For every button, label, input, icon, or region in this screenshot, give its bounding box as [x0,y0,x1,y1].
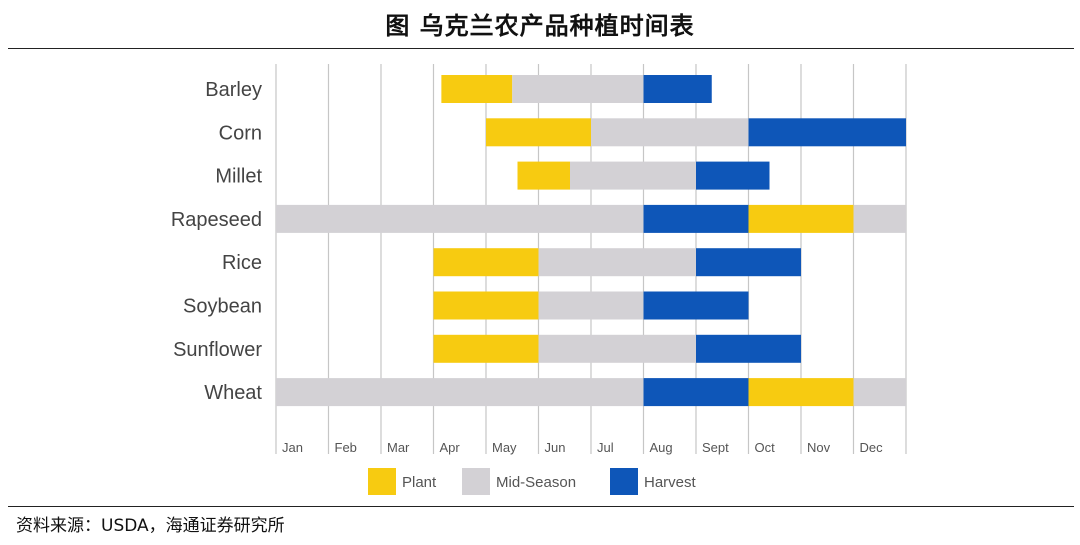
bar-barley-midseason [512,75,644,103]
category-label: Wheat [204,382,262,404]
legend-label: Mid-Season [496,474,576,491]
category-label: Millet [215,166,262,188]
bar-soybean-midseason [538,291,644,320]
bar-corn-midseason [591,118,749,147]
bar-rice-plant [433,248,539,277]
month-tick-label: Jul [597,440,614,455]
bar-millet-harvest [696,161,770,190]
bar-rapeseed-midseason [276,204,644,233]
month-tick-label: Oct [755,440,776,455]
month-tick-label: Apr [440,440,461,455]
bar-corn-plant [486,118,591,147]
category-label: Rice [222,252,262,274]
bar-rapeseed-midseason [853,204,906,233]
category-label: Barley [205,79,262,101]
bar-sunflower-harvest [696,334,801,363]
month-tick-label: Mar [387,440,410,455]
legend-label: Harvest [644,474,697,491]
bar-sunflower-midseason [538,334,696,363]
legend-label: Plant [402,474,437,491]
bar-rice-midseason [538,248,696,277]
month-tick-label: Sept [702,440,729,455]
source-rule [8,506,1074,507]
bar-millet-plant [517,161,570,190]
bar-rice-harvest [696,248,801,277]
bar-soybean-plant [433,291,539,320]
month-tick-label: Jun [545,440,566,455]
month-tick-label: Aug [650,440,673,455]
month-tick-label: Feb [335,440,357,455]
source-note: 资料来源：USDA，海通证券研究所 [16,516,285,536]
legend-swatch-harvest [610,468,638,495]
category-label: Corn [219,122,262,144]
month-tick-label: Nov [807,440,831,455]
figure-title: 图 乌克兰农产品种植时间表 [385,12,695,40]
bar-wheat-plant [748,378,854,407]
bar-rapeseed-plant [748,204,854,233]
legend-swatch-midseason [462,468,490,495]
month-tick-label: Jan [282,440,303,455]
month-tick-label: Dec [860,440,884,455]
bar-corn-harvest [748,118,906,147]
bar-wheat-midseason [853,378,906,407]
title-rule [8,48,1074,49]
bar-wheat-midseason [276,378,644,407]
bar-wheat-harvest [643,378,749,407]
bar-barley-harvest [643,75,712,103]
category-label: Soybean [183,296,262,318]
bar-sunflower-plant [433,334,539,363]
category-label: Rapeseed [171,209,262,231]
bar-millet-midseason [570,161,696,190]
bar-soybean-harvest [643,291,749,320]
category-label: Sunflower [173,339,262,361]
legend-swatch-plant [368,468,396,495]
bar-barley-plant [441,75,513,103]
bar-rapeseed-harvest [643,204,749,233]
month-tick-label: May [492,440,517,455]
